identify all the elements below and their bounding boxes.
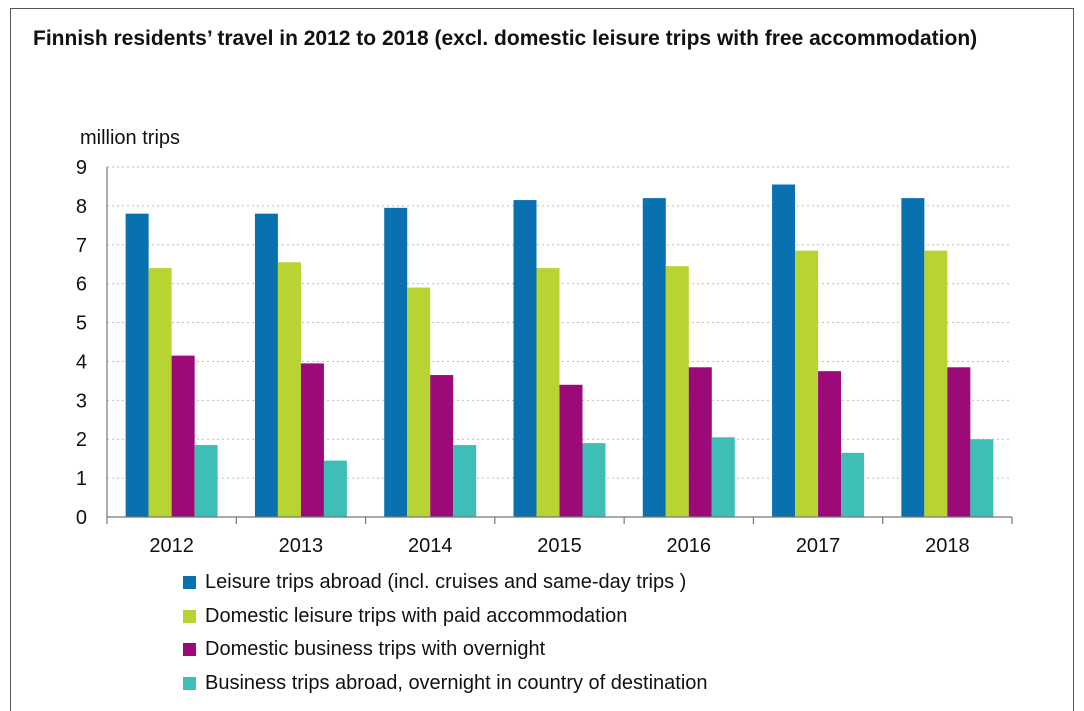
x-tick-label: 2017 [796, 535, 841, 557]
bar [665, 266, 689, 517]
legend-swatch [183, 676, 196, 690]
legend-label: Domestic leisure trips with paid accommo… [205, 604, 628, 627]
x-tick-label: 2016 [667, 535, 712, 557]
bar [947, 367, 971, 517]
legend-label: Domestic business trips with overnight [205, 638, 546, 661]
legend: Leisure trips abroad (incl. cruises and … [183, 566, 708, 700]
legend-swatch [183, 643, 196, 657]
bar [901, 198, 925, 517]
legend-label: Leisure trips abroad (incl. cruises and … [205, 571, 687, 594]
bar [772, 184, 796, 517]
bar [795, 250, 819, 517]
y-tick-label: 5 [76, 313, 87, 335]
y-tick-label: 8 [76, 196, 87, 218]
y-tick-label: 0 [76, 507, 87, 529]
bar [536, 268, 560, 517]
y-tick-label: 1 [76, 468, 87, 490]
bar [148, 268, 172, 517]
bar [642, 198, 666, 517]
y-tick-labels: 0 1 2 3 4 5 6 7 8 9 [76, 157, 87, 529]
legend-item: Leisure trips abroad (incl. cruises and … [183, 566, 708, 600]
bar [407, 287, 431, 517]
bar [277, 262, 301, 517]
bar [711, 437, 735, 517]
x-tick-label: 2013 [279, 535, 324, 557]
bar [582, 443, 606, 517]
x-tick-label: 2018 [925, 535, 970, 557]
bar [970, 439, 994, 517]
y-tick-label: 2 [76, 429, 87, 451]
legend-item: Domestic leisure trips with paid accommo… [183, 600, 708, 634]
legend-swatch [183, 576, 196, 590]
axes [106, 167, 1013, 524]
chart-frame [10, 8, 1074, 711]
bar [453, 445, 477, 517]
bar [384, 207, 408, 518]
legend-item: Domestic business trips with overnight [183, 633, 708, 667]
bar [300, 363, 324, 517]
legend-item: Business trips abroad, overnight in coun… [183, 667, 708, 701]
legend-label: Business trips abroad, overnight in coun… [205, 671, 708, 694]
bars [125, 184, 994, 518]
x-tick-label: 2015 [537, 535, 582, 557]
bar [818, 371, 842, 517]
bar [841, 452, 865, 517]
bar [559, 384, 583, 517]
bar [688, 367, 712, 517]
legend-swatch [183, 609, 196, 623]
y-tick-label: 7 [76, 235, 87, 257]
y-axis-label: million trips [80, 127, 180, 149]
bar [430, 375, 454, 517]
chart-title: Finnish residents’ travel in 2012 to 201… [33, 27, 978, 50]
bar [254, 213, 278, 517]
y-tick-label: 4 [76, 351, 87, 373]
bar [323, 460, 347, 517]
bar [171, 355, 195, 517]
x-tick-labels: 2012 2013 2014 2015 2016 2017 2018 [149, 535, 969, 557]
bar [194, 445, 218, 517]
y-tick-label: 6 [76, 274, 87, 296]
y-tick-label: 3 [76, 390, 87, 412]
x-tick-label: 2014 [408, 535, 453, 557]
bar [125, 213, 149, 517]
x-tick-label: 2012 [149, 535, 194, 557]
y-tick-label: 9 [76, 157, 87, 179]
bar [924, 250, 948, 517]
bar [513, 200, 537, 518]
